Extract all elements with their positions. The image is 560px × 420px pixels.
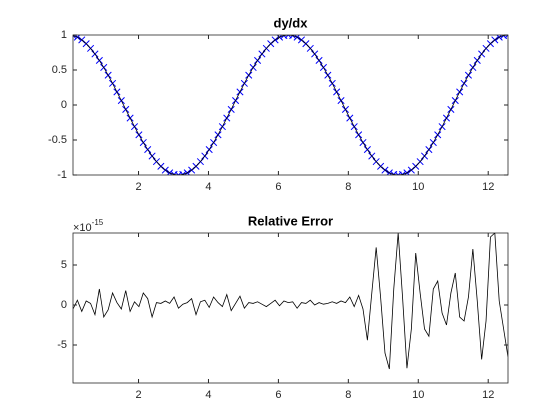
x-tick-label: 2 bbox=[135, 389, 141, 401]
plot-area bbox=[73, 233, 508, 370]
axes-background bbox=[73, 233, 508, 383]
x-tick-label: 8 bbox=[345, 389, 351, 401]
x-tick-label: 2 bbox=[135, 181, 141, 193]
x-tick-label: 4 bbox=[205, 389, 211, 401]
y-tick-label: -5 bbox=[57, 339, 67, 351]
x-tick-label: 12 bbox=[482, 389, 494, 401]
y-tick-label: 0 bbox=[61, 299, 67, 311]
x-tick-label: 6 bbox=[275, 181, 281, 193]
title: dy/dx bbox=[274, 15, 309, 30]
y-tick-label: 5 bbox=[61, 259, 67, 271]
marker bbox=[73, 35, 77, 40]
y-tick-label: -0.5 bbox=[48, 134, 67, 146]
title: Relative Error bbox=[248, 213, 333, 228]
y-tick-label: 0 bbox=[61, 99, 67, 111]
x-tick-label: 10 bbox=[412, 181, 424, 193]
x-tick-label: 8 bbox=[345, 181, 351, 193]
axis-multiplier: ×10-15 bbox=[73, 218, 104, 234]
y-tick-label: -1 bbox=[57, 169, 67, 181]
axes-box bbox=[72, 232, 509, 384]
x-tick-label: 10 bbox=[412, 389, 424, 401]
x-tick-label: 12 bbox=[482, 181, 494, 193]
line bbox=[73, 233, 508, 370]
x-tick-label: 4 bbox=[205, 181, 211, 193]
multiplier-base: ×10 bbox=[73, 222, 92, 234]
marker bbox=[504, 35, 508, 39]
axes-background bbox=[73, 35, 508, 175]
multiplier-exponent: -15 bbox=[92, 218, 104, 227]
axes-box bbox=[72, 34, 509, 176]
x-tick-label: 6 bbox=[275, 389, 281, 401]
y-tick-label: 1 bbox=[61, 29, 67, 41]
y-tick-label: 0.5 bbox=[52, 64, 67, 76]
